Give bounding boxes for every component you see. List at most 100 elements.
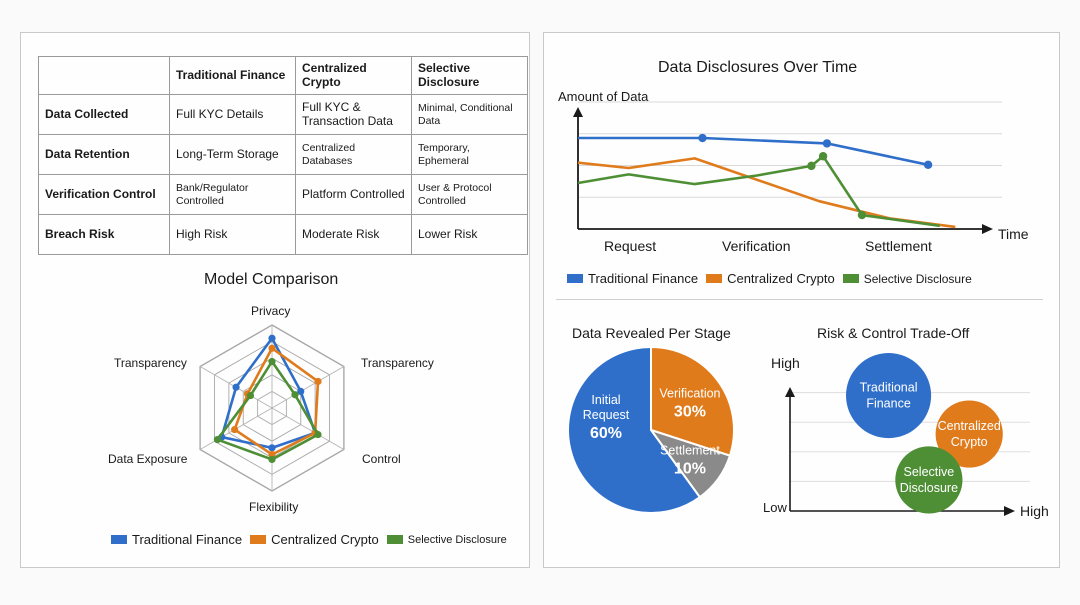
- radar-title: Model Comparison: [204, 271, 339, 288]
- legend-item: Centralized Crypto: [250, 532, 379, 547]
- legend-label: Selective Disclosure: [863, 271, 972, 286]
- radar-axis-label: Transparency: [361, 356, 434, 370]
- line-chart-stage-label: Settlement: [865, 238, 932, 254]
- radar-point-selective: [213, 435, 221, 444]
- pie-slice-value: 60%: [590, 425, 622, 442]
- legend-label: Centralized Crypto: [271, 532, 379, 547]
- radar-point-selective: [314, 430, 322, 439]
- radar-legend: Traditional Finance Centralized Crypto S…: [111, 532, 515, 547]
- pie-slice-label: Verification: [659, 387, 720, 401]
- bubble-axis-origin-label: Low: [763, 500, 787, 515]
- legend-swatch-centralized: [250, 535, 267, 544]
- legend-swatch-centralized: [706, 274, 723, 283]
- bubble-label: Traditional: [860, 381, 918, 395]
- radar-point-selective: [291, 391, 299, 399]
- line-series-traditional: [578, 136, 929, 167]
- radar-axis-label: Flexibility: [249, 500, 299, 514]
- table-row: Data Collected Full KYC Details Full KYC…: [38, 94, 528, 135]
- bubble-axis-end-label: High: [1020, 503, 1049, 519]
- line-chart-stage-label: Request: [604, 238, 657, 254]
- line-marker-traditional: [698, 133, 707, 143]
- table-row: Breach Risk High Risk Moderate Risk Lowe…: [38, 214, 528, 255]
- table-cell: Full KYC Details: [169, 94, 296, 135]
- radar-chart: [199, 324, 345, 492]
- pie-slice-label: Settlement: [660, 443, 720, 457]
- comparison-table: Traditional Finance Centralized Crypto S…: [38, 56, 528, 255]
- legend-swatch-traditional: [111, 535, 127, 544]
- table-cell: User & Protocol Controlled: [411, 174, 528, 215]
- bubble-label: Disclosure: [900, 481, 958, 495]
- line-chart-xlabel: Time: [998, 226, 1029, 242]
- bubble-axis-top-label: High: [771, 355, 800, 371]
- table-cell: Temporary, Ephemeral: [411, 134, 528, 175]
- line-chart-ylabel: Amount of Data: [558, 89, 649, 104]
- legend-item: Selective Disclosure: [842, 271, 972, 286]
- bubble-x-axis-arrow: [1004, 506, 1015, 516]
- radar-point-centralized: [268, 344, 276, 352]
- radar-axis-label: Control: [362, 452, 401, 466]
- pie-slice-value: 30%: [674, 404, 706, 421]
- table-cell: Minimal, Conditional Data: [411, 94, 528, 135]
- table-row-header: Verification Control: [38, 174, 170, 215]
- radar-axis-label: Data Exposure: [108, 452, 188, 466]
- bubble-label: Centralized: [938, 419, 1001, 433]
- line-chart: [573, 101, 1002, 234]
- table-row-header: Data Retention: [38, 134, 170, 175]
- radar-point-traditional: [297, 387, 305, 395]
- table-row-header: Breach Risk: [38, 214, 170, 255]
- radar-point-selective: [246, 391, 255, 400]
- bubble-traditional: [846, 353, 932, 439]
- pie-slice-label: Request: [583, 408, 630, 422]
- table-row-header: Data Collected: [38, 94, 170, 135]
- table-cell: Full KYC & Transaction Data: [295, 94, 412, 135]
- bubble-centralized: [935, 400, 1003, 468]
- radar-spoke: [271, 366, 345, 409]
- radar-point-traditional: [268, 444, 276, 452]
- bubble-chart-title: Risk & Control Trade-Off: [817, 325, 970, 341]
- bubble-label: Crypto: [951, 435, 988, 449]
- table-cell: Moderate Risk: [295, 214, 412, 255]
- table-cell: High Risk: [169, 214, 296, 255]
- bubble-selective: [895, 446, 963, 514]
- line-chart-title: Data Disclosures Over Time: [658, 59, 858, 76]
- radar-point-centralized: [314, 377, 322, 386]
- pie-chart-title: Data Revealed Per Stage: [572, 325, 731, 341]
- right-panel: Data Disclosures Over Time Amount of Dat…: [543, 32, 1060, 568]
- radar-point-centralized: [231, 425, 239, 434]
- legend-swatch-selective: [842, 274, 859, 283]
- legend-swatch-selective: [386, 535, 403, 544]
- line-x-axis-arrow: [982, 224, 993, 234]
- pie-slice-label: Initial: [591, 393, 620, 407]
- legend-item: Centralized Crypto: [706, 271, 835, 286]
- legend-label: Selective Disclosure: [407, 533, 507, 546]
- radar-point-selective: [268, 455, 276, 464]
- legend-label: Traditional Finance: [588, 271, 699, 286]
- table-cell: Lower Risk: [411, 214, 528, 255]
- legend-item: Traditional Finance: [111, 532, 242, 547]
- pie-slice: [567, 345, 702, 514]
- line-chart-stage-label: Verification: [722, 238, 791, 254]
- legend-item: Traditional Finance: [567, 271, 698, 286]
- left-panel: Traditional Finance Centralized Crypto S…: [20, 32, 530, 568]
- bubble-chart: Traditional Finance Centralized Crypto Selec…: [785, 353, 1030, 516]
- line-series-selective: [577, 154, 940, 228]
- radar-point-selective: [268, 357, 276, 366]
- table-header-cell: Selective Disclosure: [411, 56, 528, 95]
- legend-label: Centralized Crypto: [727, 271, 835, 286]
- table-cell: Bank/Regulator Controlled: [169, 174, 296, 215]
- radar-point-traditional: [268, 334, 276, 342]
- line-marker-selective: [857, 210, 867, 220]
- table-cell: Centralized Databases: [295, 134, 412, 175]
- line-legend: Traditional Finance Centralized Crypto S…: [567, 271, 980, 286]
- legend-item: Selective Disclosure: [386, 533, 507, 546]
- radar-axis-label: Privacy: [251, 304, 291, 318]
- line-marker-selective: [818, 152, 828, 161]
- pie-slice: [650, 345, 735, 457]
- radar-spoke: [271, 407, 345, 450]
- radar-point-centralized: [268, 450, 276, 459]
- bubble-label: Selective: [904, 465, 955, 479]
- line-marker-traditional: [923, 160, 933, 169]
- section-divider: [556, 299, 1043, 300]
- line-marker-traditional: [822, 139, 832, 148]
